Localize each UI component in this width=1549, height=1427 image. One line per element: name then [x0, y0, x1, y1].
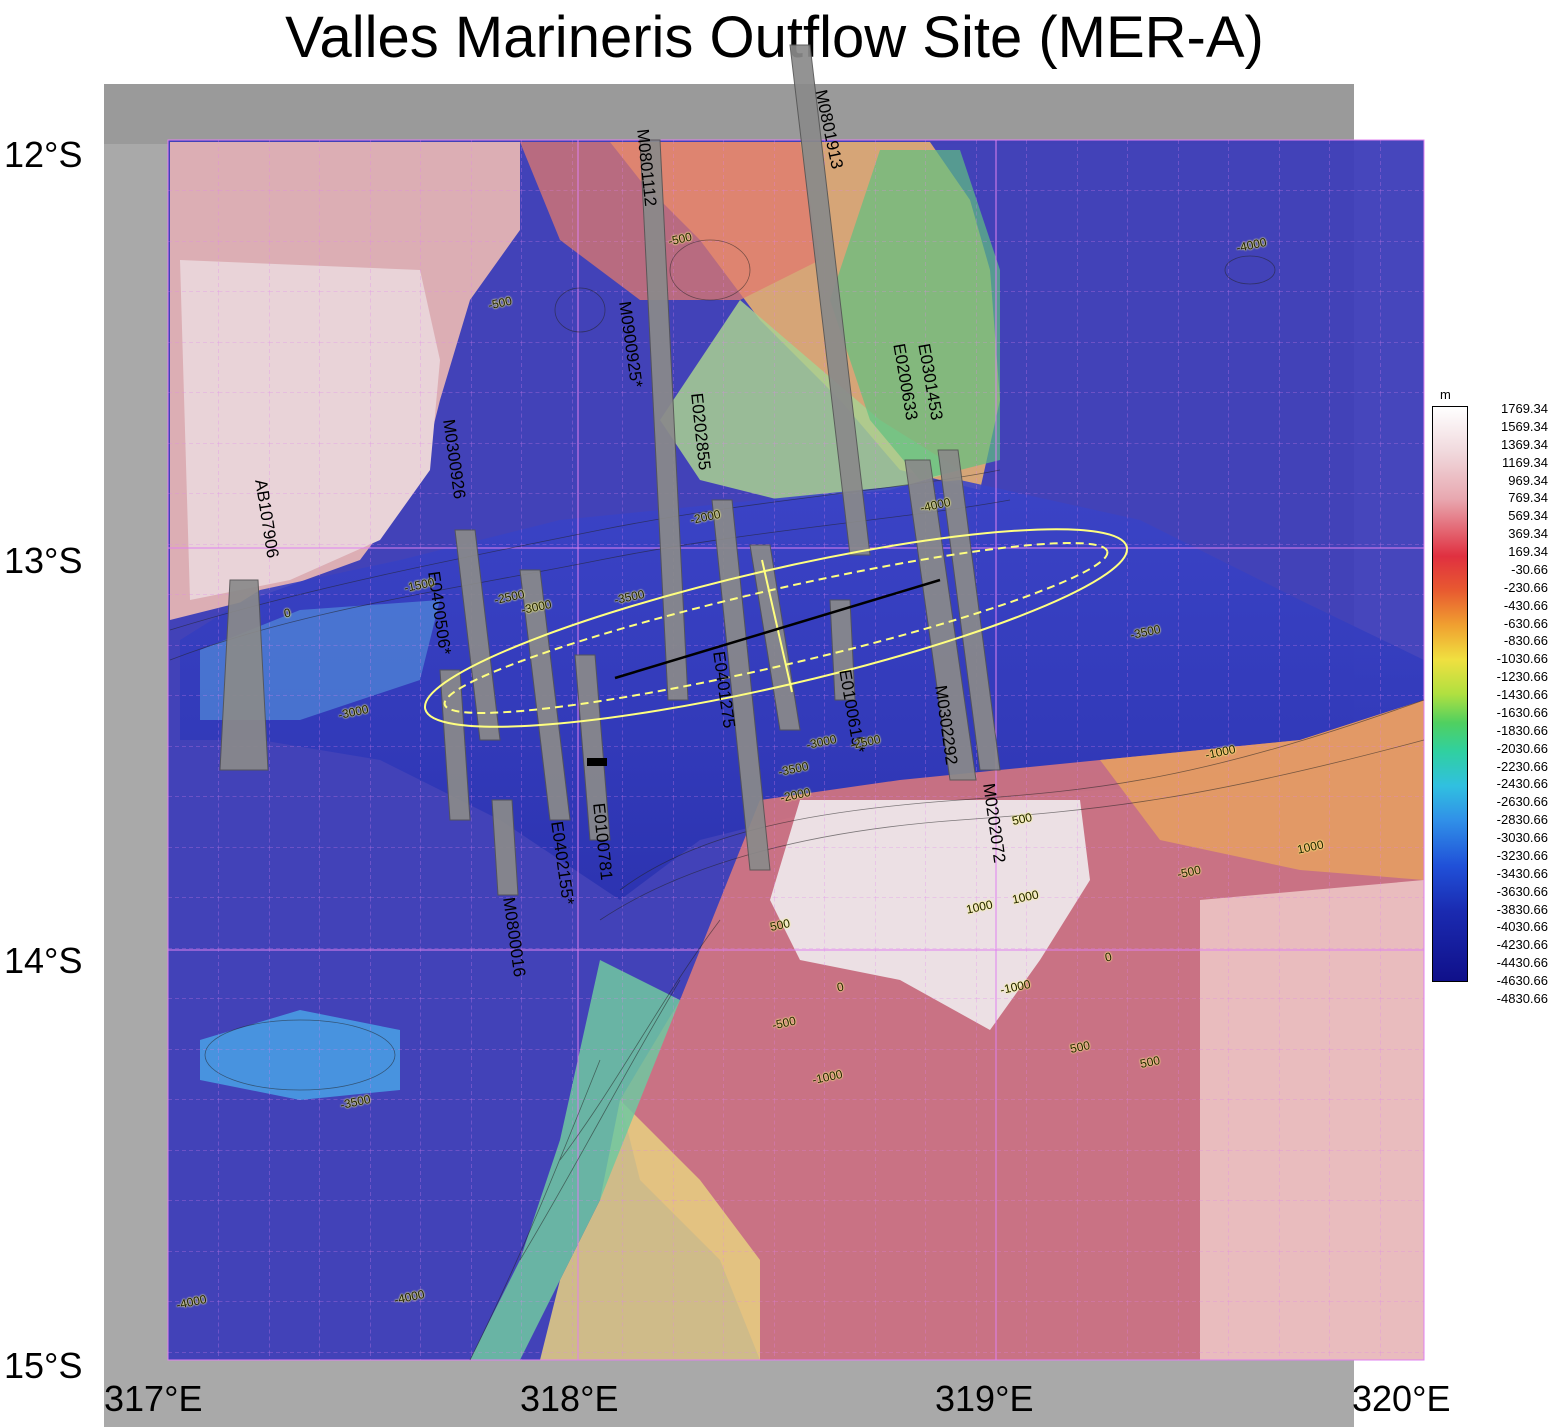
legend-tick: -4830.66 [1496, 991, 1548, 1006]
legend-tick: -3430.66 [1496, 865, 1548, 881]
legend-tick: 969.34 [1508, 472, 1548, 488]
lat-label: 14°S [4, 940, 83, 981]
legend-unit: m [1440, 387, 1451, 402]
legend-tick: -630.66 [1503, 615, 1548, 631]
legend-tick: 369.34 [1508, 526, 1548, 542]
legend-tick: -1830.66 [1496, 722, 1548, 738]
legend-tick: -2030.66 [1496, 740, 1548, 756]
legend-tick: 769.34 [1508, 490, 1548, 506]
legend-tick: -3830.66 [1496, 901, 1548, 917]
legend-tick: 1369.34 [1501, 436, 1548, 452]
legend-tick: -1030.66 [1496, 651, 1548, 667]
legend-tick: -830.66 [1503, 633, 1548, 649]
map-title: Valles Marineris Outflow Site (MER-A) [285, 5, 1264, 70]
legend-tick: -4630.66 [1496, 973, 1548, 989]
legend-tick: 169.34 [1508, 544, 1548, 560]
legend-tick: -4430.66 [1496, 955, 1548, 971]
lon-label: 318°E [520, 1378, 619, 1419]
legend-tick: 1769.34 [1501, 401, 1548, 416]
lat-label: 15°S [4, 1345, 83, 1386]
legend-tick: -1630.66 [1496, 704, 1548, 720]
legend-tick: -2830.66 [1496, 812, 1548, 828]
lon-label: 319°E [935, 1378, 1034, 1419]
lon-label: 320°E [1352, 1378, 1451, 1419]
legend-tick: 1169.34 [1501, 454, 1548, 470]
legend-tick: -2630.66 [1496, 794, 1548, 810]
legend-tick: -2230.66 [1496, 758, 1548, 774]
legend-tick: -3630.66 [1496, 883, 1548, 899]
legend-tick: -430.66 [1503, 597, 1548, 613]
legend-tick: -3030.66 [1496, 830, 1548, 846]
legend-tick: -3230.66 [1496, 847, 1548, 863]
elevation-legend: m 1769.34 1569.34 1369.34 1169.34 969.34 769.… [1432, 387, 1549, 1006]
lat-label: 13°S [4, 540, 83, 581]
landing-ellipse [423, 528, 1129, 728]
legend-tick: -4230.66 [1496, 937, 1548, 953]
legend-tick: -1430.66 [1496, 687, 1548, 703]
legend-tick: 569.34 [1508, 508, 1548, 524]
lon-label: 317°E [104, 1378, 203, 1419]
legend-tick: -4030.66 [1496, 919, 1548, 935]
legend-tick: -30.66 [1511, 561, 1548, 577]
legend-tick: -1230.66 [1496, 669, 1548, 685]
legend-tick: 1569.34 [1501, 418, 1548, 434]
legend-colorbar [1432, 406, 1468, 982]
legend-tick: -2430.66 [1496, 776, 1548, 792]
legend-tick: -230.66 [1503, 579, 1548, 595]
lat-label: 12°S [4, 134, 83, 175]
